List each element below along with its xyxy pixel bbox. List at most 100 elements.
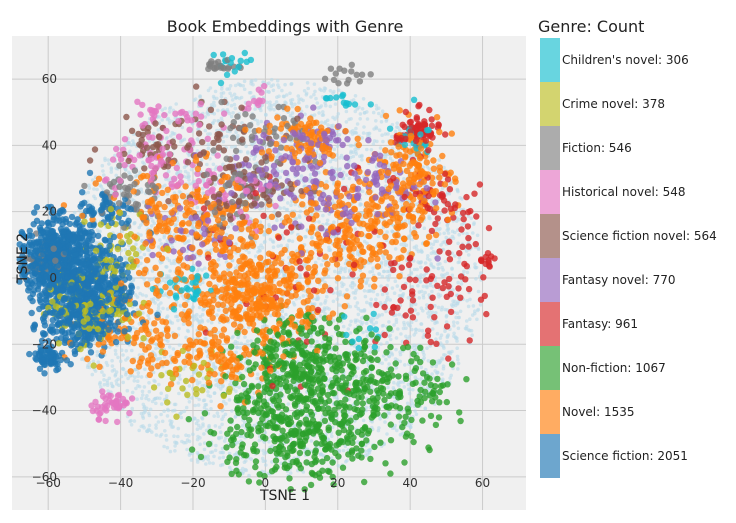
background-point (209, 320, 214, 325)
background-point (405, 401, 410, 406)
background-point (164, 315, 169, 320)
background-point (473, 262, 477, 266)
background-point (371, 322, 376, 327)
background-point (138, 170, 142, 175)
background-point (275, 78, 280, 83)
background-point (433, 304, 437, 308)
background-point (180, 294, 184, 298)
background-point (278, 175, 283, 180)
background-point (377, 128, 382, 132)
background-point (438, 336, 443, 340)
background-point (361, 330, 365, 335)
background-point (165, 445, 170, 450)
background-point (434, 311, 438, 315)
background-point (476, 289, 481, 294)
data-point (406, 276, 413, 283)
background-point (360, 107, 365, 111)
background-point (135, 295, 140, 299)
background-point (228, 91, 232, 96)
background-point (72, 210, 77, 215)
background-point (119, 374, 124, 379)
background-point (331, 299, 336, 304)
background-point (107, 162, 111, 166)
background-point (215, 313, 219, 317)
data-point (274, 114, 281, 121)
background-point (381, 323, 386, 328)
background-point (287, 255, 291, 260)
background-point (102, 373, 106, 378)
background-point (377, 111, 381, 116)
background-point (310, 235, 314, 240)
background-point (362, 125, 366, 129)
background-point (167, 258, 172, 263)
background-point (398, 288, 403, 292)
background-point (269, 84, 274, 88)
background-point (430, 289, 434, 294)
background-point (206, 390, 210, 394)
background-point (98, 183, 102, 187)
background-point (395, 428, 399, 433)
background-point (259, 119, 264, 124)
background-point (230, 98, 235, 102)
background-point (209, 450, 213, 455)
data-point (365, 137, 372, 144)
background-point (475, 317, 479, 322)
background-point (347, 176, 352, 181)
background-point (336, 270, 341, 275)
background-point (168, 285, 173, 290)
background-point (455, 354, 460, 359)
background-point (147, 411, 151, 416)
data-point (188, 446, 196, 453)
background-point (200, 268, 204, 272)
background-point (189, 167, 194, 172)
background-point (286, 402, 291, 406)
background-point (456, 361, 461, 366)
background-point (386, 132, 390, 136)
background-point (367, 283, 372, 288)
background-point (271, 405, 276, 409)
background-point (169, 261, 174, 266)
background-point (441, 268, 445, 272)
background-point (362, 308, 366, 313)
background-point (319, 104, 324, 108)
background-point (280, 309, 285, 314)
background-point (448, 376, 453, 380)
data-point (417, 344, 424, 351)
background-point (215, 96, 219, 101)
background-point (257, 278, 261, 283)
background-point (281, 236, 286, 241)
background-point (132, 221, 136, 226)
data-point (286, 475, 293, 482)
background-point (349, 319, 353, 324)
background-point (187, 439, 192, 444)
background-point (464, 319, 469, 323)
background-point (468, 317, 472, 322)
background-point (156, 306, 161, 311)
background-point (365, 131, 370, 136)
background-point (368, 350, 372, 355)
background-point (230, 94, 234, 98)
background-point (344, 173, 349, 177)
background-point (371, 142, 376, 146)
background-point (433, 279, 438, 283)
background-point (96, 360, 101, 364)
background-point (435, 331, 440, 336)
background-point (80, 357, 84, 362)
background-point (156, 128, 161, 132)
background-point (388, 337, 393, 342)
background-point (395, 121, 400, 125)
background-point (184, 335, 188, 340)
background-point (399, 332, 403, 336)
background-point (466, 304, 471, 309)
background-point (251, 82, 255, 87)
background-point (350, 281, 355, 285)
background-point (214, 383, 218, 387)
background-point (218, 430, 223, 435)
background-point (284, 93, 289, 97)
background-point (101, 169, 105, 173)
background-point (139, 233, 143, 237)
background-point (465, 324, 469, 329)
background-point (365, 300, 369, 305)
background-point (247, 250, 251, 255)
background-point (313, 89, 317, 94)
